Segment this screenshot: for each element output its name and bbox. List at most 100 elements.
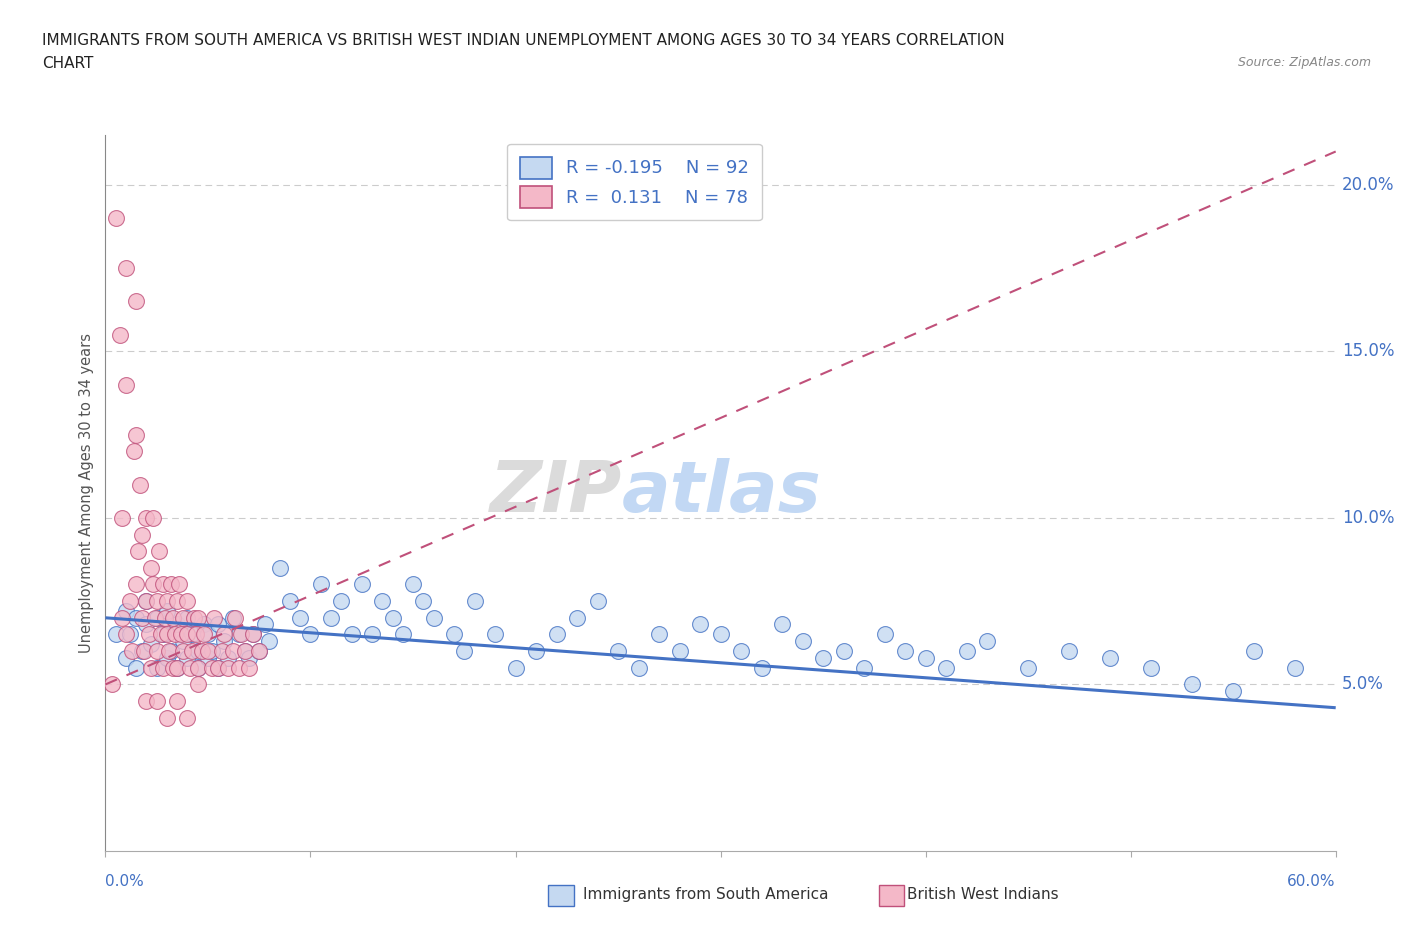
Point bbox=[104, 211, 127, 226]
Point bbox=[179, 660, 201, 675]
Point bbox=[169, 577, 191, 591]
Y-axis label: Unemployment Among Ages 30 to 34 years: Unemployment Among Ages 30 to 34 years bbox=[79, 333, 94, 653]
Point bbox=[1140, 660, 1163, 675]
Point bbox=[221, 644, 243, 658]
Text: Immigrants from South America: Immigrants from South America bbox=[583, 887, 830, 902]
Point bbox=[242, 627, 264, 642]
Point bbox=[138, 627, 160, 642]
Point bbox=[201, 644, 224, 658]
Point bbox=[135, 511, 157, 525]
Point bbox=[484, 627, 506, 642]
Point bbox=[139, 660, 162, 675]
Text: atlas: atlas bbox=[621, 458, 823, 527]
Point bbox=[247, 644, 270, 658]
Point bbox=[115, 604, 138, 618]
Point bbox=[361, 627, 384, 642]
Point bbox=[135, 593, 157, 608]
Point bbox=[142, 577, 165, 591]
Point bbox=[207, 660, 229, 675]
Point bbox=[139, 561, 162, 576]
Point bbox=[156, 711, 179, 725]
Point bbox=[143, 610, 166, 625]
Point bbox=[218, 660, 240, 675]
Point bbox=[193, 617, 215, 631]
Point bbox=[524, 644, 547, 658]
Point bbox=[191, 644, 214, 658]
Point bbox=[832, 644, 855, 658]
Point bbox=[853, 660, 876, 675]
Point bbox=[751, 660, 773, 675]
Text: IMMIGRANTS FROM SOUTH AMERICA VS BRITISH WEST INDIAN UNEMPLOYMENT AMONG AGES 30 : IMMIGRANTS FROM SOUTH AMERICA VS BRITISH… bbox=[42, 33, 1005, 47]
Point bbox=[565, 610, 588, 625]
Point bbox=[166, 660, 188, 675]
Point bbox=[131, 644, 153, 658]
Point bbox=[371, 593, 394, 608]
Point bbox=[710, 627, 733, 642]
Point bbox=[120, 593, 141, 608]
Point bbox=[172, 610, 194, 625]
Point bbox=[197, 627, 219, 642]
Point bbox=[1017, 660, 1039, 675]
Point bbox=[172, 644, 194, 658]
Point bbox=[152, 577, 174, 591]
Point bbox=[238, 660, 260, 675]
Point bbox=[166, 660, 188, 675]
Point bbox=[187, 677, 209, 692]
Point bbox=[166, 694, 188, 709]
Point bbox=[207, 617, 229, 631]
Point bbox=[453, 644, 475, 658]
Point bbox=[233, 644, 256, 658]
Point bbox=[111, 610, 134, 625]
Point bbox=[115, 650, 138, 665]
Point bbox=[176, 711, 198, 725]
Text: British West Indians: British West Indians bbox=[907, 887, 1059, 902]
Point bbox=[172, 633, 194, 648]
Point bbox=[152, 627, 174, 642]
Point bbox=[125, 294, 148, 309]
Point bbox=[218, 650, 240, 665]
Text: CHART: CHART bbox=[42, 56, 94, 71]
Point bbox=[115, 378, 138, 392]
Point bbox=[121, 644, 143, 658]
Point bbox=[115, 627, 138, 642]
Point bbox=[309, 577, 332, 591]
Point bbox=[176, 610, 198, 625]
Point bbox=[976, 633, 998, 648]
Point bbox=[221, 610, 243, 625]
Point bbox=[956, 644, 979, 658]
Point bbox=[668, 644, 690, 658]
Point bbox=[115, 260, 138, 275]
Point bbox=[730, 644, 752, 658]
Point bbox=[120, 627, 141, 642]
Point bbox=[156, 604, 179, 618]
Point bbox=[214, 627, 236, 642]
Point bbox=[111, 511, 134, 525]
Point bbox=[505, 660, 527, 675]
Point bbox=[254, 617, 277, 631]
Point bbox=[187, 660, 209, 675]
Text: 10.0%: 10.0% bbox=[1341, 509, 1395, 527]
Point bbox=[145, 694, 167, 709]
Point bbox=[156, 627, 179, 642]
Point bbox=[412, 593, 434, 608]
Point bbox=[233, 644, 256, 658]
Point bbox=[443, 627, 465, 642]
Point bbox=[187, 644, 209, 658]
Point bbox=[152, 660, 174, 675]
Point bbox=[228, 660, 250, 675]
Point bbox=[1099, 650, 1122, 665]
Point bbox=[299, 627, 322, 642]
Point bbox=[689, 617, 711, 631]
Point bbox=[125, 660, 148, 675]
Point bbox=[187, 610, 209, 625]
Point bbox=[122, 444, 145, 458]
Point bbox=[330, 593, 353, 608]
Point bbox=[811, 650, 834, 665]
Point bbox=[125, 610, 148, 625]
Point bbox=[1222, 684, 1244, 698]
Point bbox=[153, 610, 176, 625]
Point bbox=[319, 610, 342, 625]
Point bbox=[214, 633, 236, 648]
Point bbox=[134, 644, 156, 658]
Point bbox=[129, 477, 152, 492]
